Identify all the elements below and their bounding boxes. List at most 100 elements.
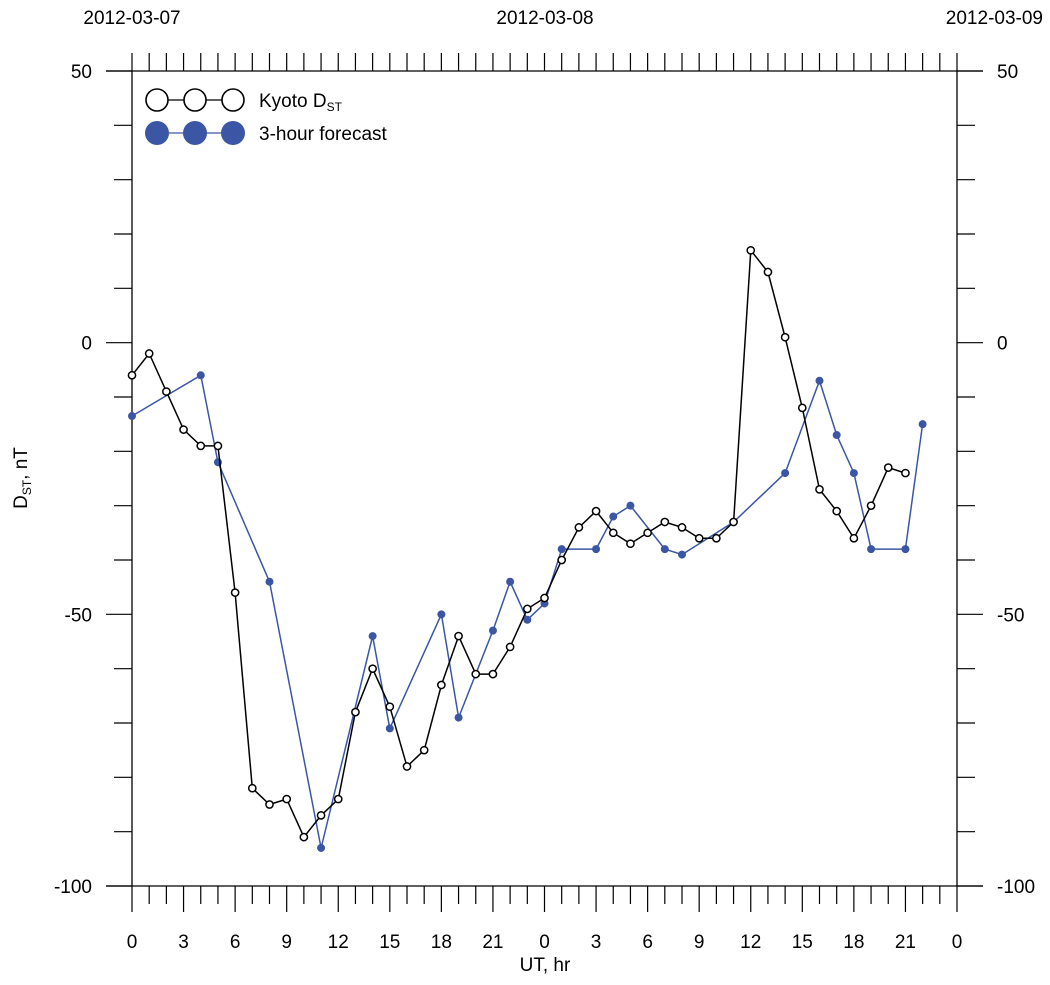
kyoto-data-point: [677, 523, 687, 532]
kyoto-data-point: [780, 332, 790, 342]
kyoto-data-point: [797, 403, 807, 413]
kyoto-data-point: [351, 707, 360, 717]
kyoto-data-point: [522, 604, 532, 614]
y-tick-label-right: 0: [997, 334, 1008, 355]
kyoto-data-point: [230, 588, 240, 597]
y-axis-label: DST, nT: [11, 447, 34, 509]
x-tick-label: 3: [178, 932, 189, 953]
kyoto-data-point: [866, 501, 876, 511]
kyoto-data-point: [454, 631, 463, 641]
kyoto-data-point: [127, 370, 137, 380]
forecast-data-point: [901, 545, 910, 554]
kyoto-data-point: [815, 485, 824, 494]
legend-marker-kyoto-3: [221, 88, 245, 112]
x-tick-label: 0: [539, 932, 550, 953]
y-tick-label-right: 50: [997, 62, 1018, 83]
forecast-data-point: [918, 420, 927, 429]
forecast-data-point: [523, 615, 532, 624]
kyoto-data-point: [488, 669, 498, 679]
forecast-data-point: [506, 577, 515, 586]
forecast-data-point: [488, 626, 497, 635]
x-tick-label: 18: [843, 932, 864, 953]
legend-label-forecast: 3-hour forecast: [259, 124, 388, 145]
kyoto-data-point: [746, 245, 756, 255]
legend-marker-forecast-2: [183, 121, 207, 145]
kyoto-data-point: [591, 506, 601, 516]
y-tick-label-right: -50: [997, 605, 1024, 626]
forecast-data-point: [557, 545, 566, 554]
kyoto-data-point: [282, 794, 292, 804]
legend-label-kyoto-main: Kyoto D: [259, 91, 327, 112]
series-layer: [127, 245, 927, 852]
top-date-label-3: 2012-03-09: [946, 8, 1043, 29]
x-tick-label: 6: [230, 932, 241, 953]
y-tick-label-left: -50: [65, 605, 92, 626]
kyoto-data-point: [729, 517, 738, 527]
kyoto-data-point: [402, 762, 412, 771]
forecast-data-point: [368, 632, 377, 641]
forecast-data-point: [660, 545, 669, 554]
x-tick-label: 12: [328, 932, 349, 953]
legend-label-kyoto-sub: ST: [327, 100, 343, 114]
forecast-data-point: [678, 550, 686, 559]
y-tick-label-left: 50: [71, 62, 92, 83]
x-axis-ticks: 0 3 6 9 12 15 18 21 0 3 6 9 12 15 18 21 0: [127, 53, 963, 953]
y-tick-label-left: -100: [54, 877, 92, 898]
kyoto-data-point: [299, 832, 309, 842]
x-tick-label: 9: [694, 932, 705, 953]
legend-marker-kyoto-2: [183, 88, 207, 112]
y-axis-label-sub: ST: [20, 479, 34, 495]
kyoto-data-point: [162, 387, 171, 396]
kyoto-data-point: [316, 811, 326, 820]
legend-label-kyoto: Kyoto DST: [259, 91, 343, 114]
x-tick-label: 15: [379, 932, 400, 953]
kyoto-data-point: [333, 794, 343, 804]
kyoto-data-point: [608, 528, 618, 538]
top-date-label-2: 2012-03-08: [496, 8, 593, 29]
kyoto-data-point: [557, 555, 567, 565]
x-tick-label: 3: [591, 932, 602, 953]
legend-entry-forecast: 3-hour forecast: [145, 121, 388, 145]
forecast-data-point: [128, 412, 136, 421]
x-tick-label: 12: [740, 932, 761, 953]
x-axis-label: UT, hr: [520, 955, 571, 976]
kyoto-data-point: [832, 506, 842, 516]
top-date-labels: 2012-03-07 2012-03-08 2012-03-09: [83, 8, 1043, 29]
forecast-data-point: [317, 843, 326, 852]
kyoto-data-point: [901, 468, 910, 478]
kyoto-data-point: [385, 702, 395, 712]
kyoto-data-point: [763, 267, 773, 277]
kyoto-data-point: [196, 441, 206, 451]
x-tick-label: 15: [792, 932, 813, 953]
x-tick-label: 0: [127, 932, 138, 953]
x-tick-label: 21: [482, 932, 503, 953]
forecast-data-point: [385, 724, 394, 733]
x-tick-label: 9: [281, 932, 292, 953]
kyoto-data-point: [471, 669, 481, 679]
y-tick-label-left: 0: [81, 334, 92, 355]
kyoto-data-point: [144, 349, 154, 358]
series-line-kyoto: [131, 248, 906, 839]
kyoto-data-point: [712, 533, 721, 543]
forecast-data-point: [454, 713, 463, 722]
plot-frame: [106, 70, 983, 887]
forecast-data-point: [592, 545, 601, 554]
kyoto-data-point: [643, 528, 652, 538]
kyoto-data-point: [849, 533, 859, 543]
kyoto-data-point: [626, 539, 635, 549]
forecast-data-point: [265, 577, 274, 586]
forecast-data-point: [626, 501, 635, 510]
x-tick-label: 0: [952, 932, 963, 953]
kyoto-data-point: [660, 517, 670, 527]
forecast-data-point: [609, 512, 618, 521]
kyoto-data-point: [540, 593, 549, 603]
kyoto-data-point: [368, 664, 377, 674]
legend-marker-kyoto-1: [145, 88, 169, 112]
legend: Kyoto DST 3-hour forecast: [145, 88, 388, 145]
kyoto-data-point: [265, 800, 274, 809]
kyoto-data-point: [437, 680, 446, 690]
forecast-data-point: [437, 610, 446, 619]
y-tick-label-right: -100: [997, 877, 1035, 898]
x-tick-label: 6: [642, 932, 653, 953]
